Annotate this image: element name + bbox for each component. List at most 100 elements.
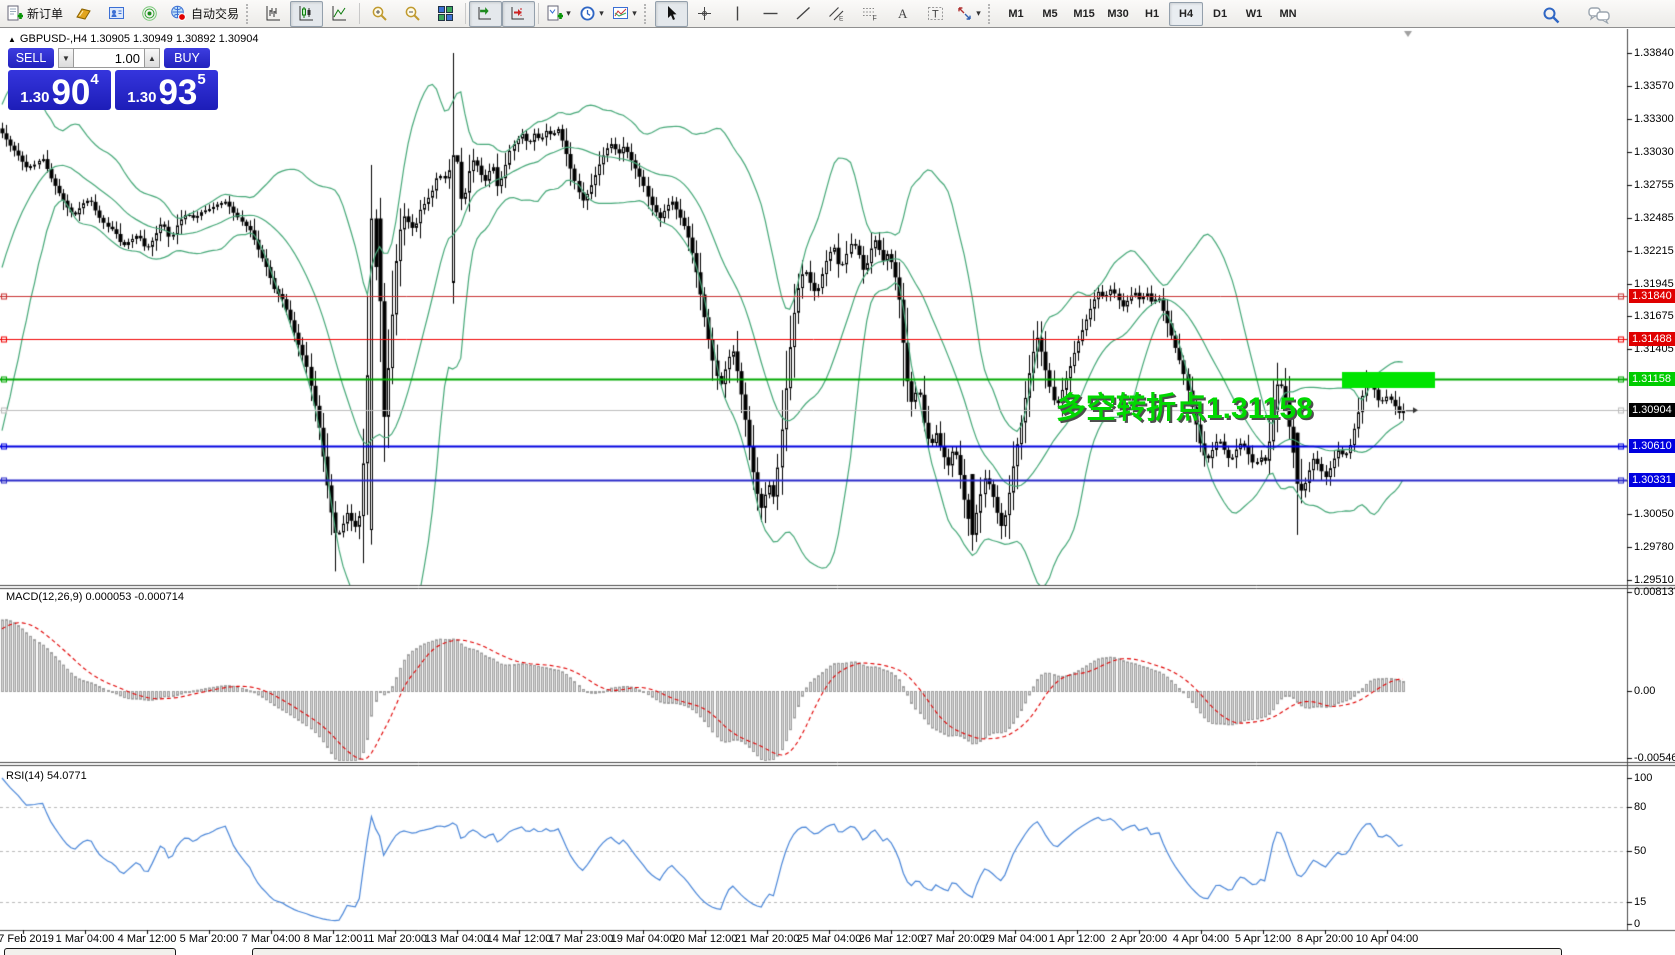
macd-tick-label: -0.005466 — [1634, 752, 1675, 764]
candles-icon — [298, 5, 315, 22]
gold-chart-icon — [75, 5, 92, 22]
toolbar-separator — [538, 3, 540, 24]
new-order-button[interactable]: 新订单 — [2, 1, 67, 27]
trendline-button[interactable] — [787, 1, 820, 27]
price-tick-label: 1.33300 — [1634, 112, 1674, 125]
timeframe-d1-button[interactable]: D1 — [1213, 7, 1228, 20]
timeframe-w1-button[interactable]: W1 — [1245, 7, 1263, 20]
indicators-icon — [546, 5, 564, 22]
buy-price-pip: 5 — [197, 71, 206, 88]
profiles-icon — [108, 5, 125, 22]
volume-decrease-button[interactable]: ▼ — [58, 48, 74, 68]
periods-button[interactable]: ▾ — [575, 1, 608, 27]
time-tick-label: 2 Apr 20:00 — [1110, 933, 1168, 945]
time-tick-label: 29 Mar 04:00 — [982, 933, 1048, 945]
level-price-label: 1.30331 — [1629, 473, 1675, 487]
channel-button[interactable]: E — [820, 1, 853, 27]
vertical-line-button[interactable] — [721, 1, 754, 27]
price-tick-label: 1.31945 — [1634, 277, 1674, 290]
profiles-button[interactable] — [100, 1, 133, 27]
arrows-button[interactable]: ▾ — [952, 1, 985, 27]
chart-canvas[interactable] — [0, 29, 1675, 955]
templates-button[interactable]: ▾ — [608, 1, 641, 27]
chat-icon — [1587, 6, 1610, 24]
auto-scroll-button[interactable] — [469, 0, 503, 27]
chevron-down-icon[interactable]: ▾ — [566, 8, 571, 18]
time-tick-label: 11 Mar 20:00 — [362, 933, 428, 945]
rsi-tick-label: 15 — [1634, 896, 1647, 908]
svg-text:F: F — [873, 16, 877, 23]
sell-price-panel[interactable]: 1.30 90 4 — [8, 70, 111, 110]
zoom-out-button[interactable] — [396, 1, 429, 27]
timeframe-h1-button[interactable]: H1 — [1145, 7, 1160, 20]
chart-shift-button[interactable] — [502, 0, 536, 27]
arrows-icon — [956, 5, 973, 22]
text-button[interactable]: A — [886, 1, 919, 27]
volume-input[interactable] — [74, 48, 144, 68]
chart-window-button[interactable] — [67, 1, 100, 27]
toolbar-group: 新订单 自动交易 — [2, 1, 243, 27]
text-label-button[interactable]: T — [919, 1, 952, 27]
chevron-down-icon[interactable]: ▾ — [599, 8, 604, 18]
chat-button[interactable] — [1582, 2, 1615, 28]
search-button[interactable] — [1535, 2, 1568, 28]
time-tick-label: 5 Apr 12:00 — [1234, 933, 1292, 945]
chevron-down-icon[interactable]: ▾ — [976, 8, 981, 18]
clock-icon — [579, 5, 596, 22]
fibonacci-button[interactable]: F — [853, 1, 886, 27]
buy-price-panel[interactable]: 1.30 93 5 — [115, 70, 218, 110]
tile-windows-button[interactable] — [429, 1, 462, 27]
cursor-icon — [663, 5, 680, 22]
timeframe-m1-button[interactable]: M1 — [1008, 7, 1024, 20]
macd-label: MACD(12,26,9) 0.000053 -0.000714 — [6, 591, 184, 603]
level-price-label: 1.31840 — [1629, 289, 1675, 304]
collapse-icon[interactable]: ▲ — [8, 35, 16, 44]
line-chart-button[interactable] — [323, 1, 356, 27]
toolbar-group — [469, 0, 536, 27]
cursor-button[interactable] — [655, 0, 689, 27]
macd-tick-label: 0.008137 — [1634, 586, 1675, 598]
zoom-in-button[interactable] — [363, 1, 396, 27]
toolbar-group: ▾ ▾ ▾ — [542, 1, 641, 27]
timeframe-m15-button[interactable]: M15 — [1073, 7, 1095, 20]
level-price-label: 1.31158 — [1629, 372, 1675, 387]
timeframe-h4-button[interactable]: H4 — [1169, 1, 1204, 26]
svg-text:E: E — [839, 16, 844, 23]
vline-icon — [729, 5, 746, 22]
sell-button[interactable]: SELL — [8, 48, 54, 68]
sell-price-pip: 4 — [90, 71, 99, 88]
buy-button[interactable]: BUY — [164, 48, 210, 68]
rsi-label: RSI(14) 54.0771 — [6, 770, 87, 782]
level-price-label: 1.30610 — [1629, 439, 1675, 454]
timeframe-mn-button[interactable]: MN — [1279, 7, 1297, 20]
horizontal-line-button[interactable] — [754, 1, 787, 27]
chart-shift-icon — [510, 5, 527, 22]
time-tick-label: 20 Mar 12:00 — [672, 933, 738, 945]
macd-values: 0.000053 -0.000714 — [85, 591, 184, 603]
signals-icon — [141, 5, 158, 22]
autotrade-button[interactable]: 自动交易 — [166, 1, 243, 27]
time-tick-label: 27 Feb 2019 — [0, 933, 54, 945]
candlestick-button[interactable] — [290, 0, 324, 27]
timeframe-m30-button[interactable]: M30 — [1107, 7, 1129, 20]
price-tick-label: 1.32755 — [1634, 179, 1674, 192]
chart-tab[interactable] — [252, 948, 1562, 955]
indicators-button[interactable]: ▾ — [542, 1, 575, 27]
crosshair-button[interactable] — [688, 1, 721, 27]
bar-chart-icon — [265, 5, 282, 22]
signals-button[interactable] — [133, 1, 166, 27]
chevron-down-icon[interactable]: ▾ — [632, 8, 637, 18]
volume-increase-button[interactable]: ▲ — [144, 48, 160, 68]
chart-annotation-text[interactable]: 多空转折点1.31158 — [1056, 392, 1313, 425]
timeframe-m5-button[interactable]: M5 — [1042, 7, 1058, 20]
time-tick-label: 8 Mar 12:00 — [303, 933, 363, 945]
price-tick-label: 1.29780 — [1634, 541, 1674, 554]
time-tick-label: 19 Mar 04:00 — [610, 933, 676, 945]
level-price-label: 1.30904 — [1629, 403, 1675, 418]
chart-tab-bar — [0, 948, 1675, 955]
toolbar-separator — [359, 3, 361, 24]
line-chart-icon — [331, 5, 348, 22]
chart-tab[interactable] — [4, 948, 176, 955]
bar-chart-button[interactable] — [257, 1, 290, 27]
